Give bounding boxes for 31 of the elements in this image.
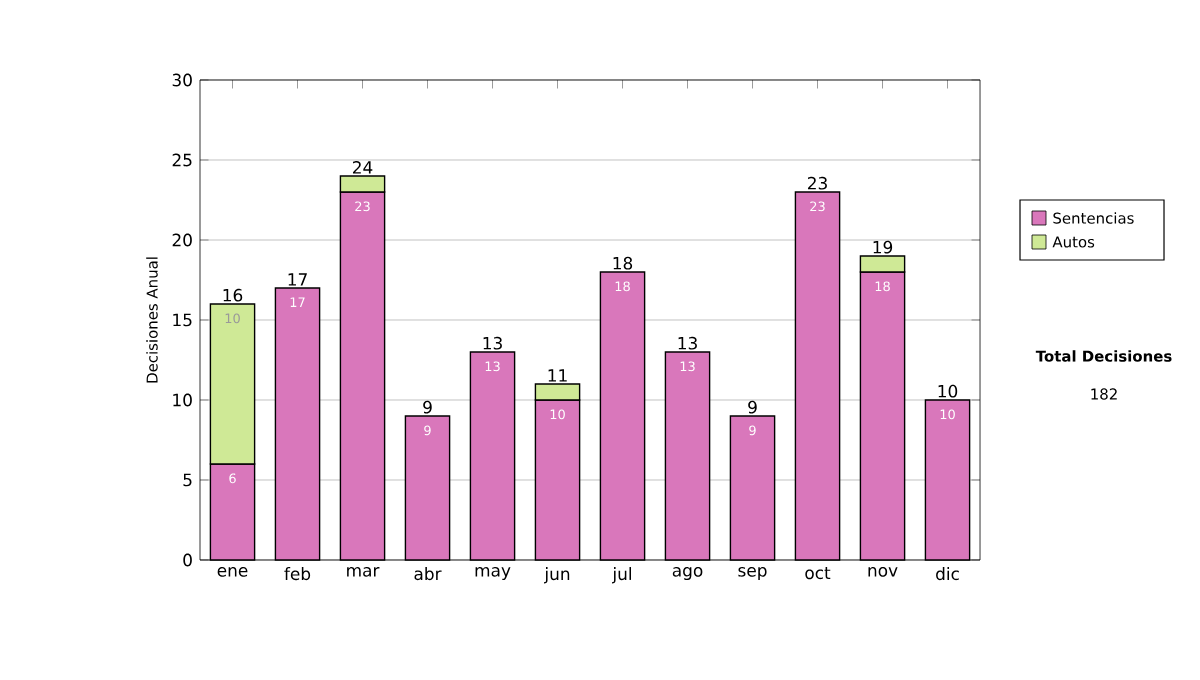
y-tick-label: 15	[173, 313, 192, 327]
total-label: 11	[548, 369, 567, 382]
total-label: 19	[873, 240, 893, 254]
x-tick-label: jun	[544, 567, 570, 584]
total-label: 9	[748, 400, 757, 414]
y-tick-label: 20	[172, 233, 192, 247]
total-label: 17	[288, 273, 307, 286]
x-tick-label: nov	[868, 567, 898, 577]
total-label: 9	[423, 400, 432, 414]
total-label: 18	[613, 256, 633, 270]
x-tick-label: ene	[217, 567, 248, 577]
y-tick-label: 10	[173, 393, 192, 407]
y-tick-label: 30	[172, 73, 192, 87]
x-tick-label: feb	[284, 567, 311, 581]
x-tick-label: oct	[805, 567, 831, 580]
total-label: 24	[352, 161, 373, 174]
x-tick-label: abr	[414, 567, 442, 581]
y-tick-label: 0	[183, 553, 192, 567]
x-tick-label: sep	[738, 567, 767, 581]
x-tick-label: ago	[672, 567, 703, 581]
total-label: 16	[223, 288, 243, 302]
x-tick-label: mar	[347, 567, 380, 577]
y-tick-label: 5	[183, 473, 192, 487]
total-label: 13	[678, 336, 697, 350]
total-label: 13	[483, 336, 502, 350]
total-label: 10	[938, 384, 958, 398]
x-tick-label: may	[475, 567, 511, 581]
x-tick-label: jul	[612, 567, 632, 584]
total-label: 23	[807, 176, 827, 190]
y-tick-label: 25	[172, 153, 192, 167]
x-tick-label: dic	[936, 567, 959, 581]
